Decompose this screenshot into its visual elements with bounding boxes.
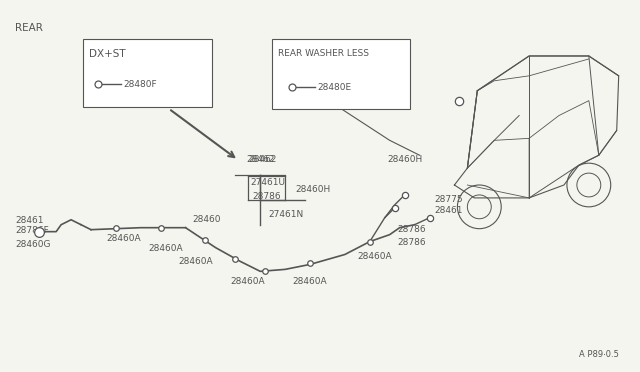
Text: A P89⋅0.5: A P89⋅0.5 xyxy=(579,350,619,359)
Text: 28461: 28461 xyxy=(15,216,44,225)
Text: 27461N: 27461N xyxy=(268,210,303,219)
Text: 28480F: 28480F xyxy=(123,80,157,89)
Bar xyxy=(83,39,212,107)
Bar xyxy=(272,39,410,109)
Text: 28460A: 28460A xyxy=(179,257,213,266)
Text: 28480E: 28480E xyxy=(317,83,351,92)
Text: REAR WASHER LESS: REAR WASHER LESS xyxy=(278,49,369,58)
Text: 28786: 28786 xyxy=(252,192,281,201)
Text: 27461U: 27461U xyxy=(250,178,285,187)
Text: 28460A: 28460A xyxy=(106,234,141,243)
Text: 28460H: 28460H xyxy=(295,185,330,194)
Text: 28775: 28775 xyxy=(435,195,463,204)
Text: REAR: REAR xyxy=(15,23,44,33)
Text: DX+ST: DX+ST xyxy=(89,49,125,59)
Text: 28460A: 28460A xyxy=(358,251,392,260)
Text: 28460A: 28460A xyxy=(292,277,327,286)
Text: 28462: 28462 xyxy=(248,155,276,164)
Text: 28461: 28461 xyxy=(435,206,463,215)
Text: 28460G: 28460G xyxy=(15,240,51,248)
Text: 28786F: 28786F xyxy=(15,226,49,235)
Text: 28462: 28462 xyxy=(246,155,275,164)
Text: 28786: 28786 xyxy=(397,225,426,234)
Text: 28786: 28786 xyxy=(397,238,426,247)
Text: 28460A: 28460A xyxy=(230,277,265,286)
Text: 28460A: 28460A xyxy=(148,244,184,253)
Text: 28460H: 28460H xyxy=(388,155,423,164)
Text: 28460: 28460 xyxy=(193,215,221,224)
